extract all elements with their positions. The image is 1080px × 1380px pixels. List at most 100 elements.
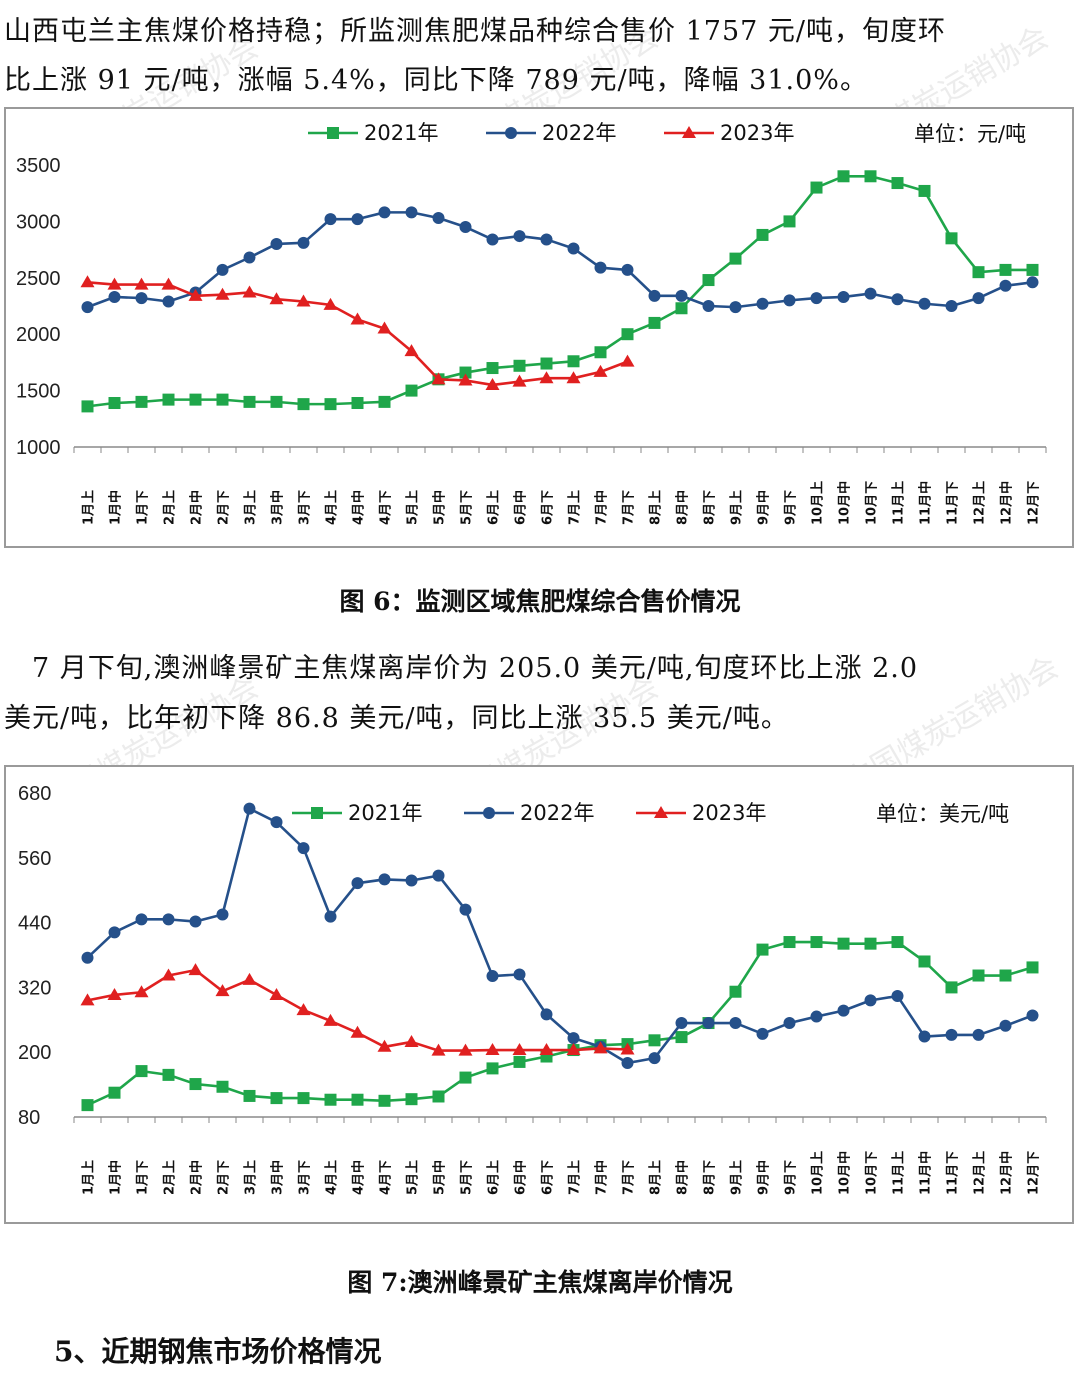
data-point (107, 987, 122, 1000)
data-point (837, 937, 850, 950)
legend-marker (311, 807, 323, 819)
y-tick-label: 1000 (16, 437, 61, 459)
data-point (756, 228, 769, 241)
x-tick-label: 7月下 (622, 490, 637, 525)
x-tick-label-group: 1月上 (82, 490, 97, 525)
data-point (459, 903, 472, 916)
paragraph-line: 山西屯兰主焦煤价格持稳；所监测焦肥煤品种综合售价 1757 元/吨，旬度环 (4, 16, 946, 47)
data-point (702, 300, 715, 312)
data-point (648, 1034, 661, 1047)
data-point (162, 393, 175, 406)
data-point (567, 1032, 580, 1045)
x-tick-label: 6月下 (541, 1160, 556, 1195)
data-point (999, 969, 1012, 982)
x-tick-label-group: 3月上 (244, 490, 259, 525)
x-tick-label-group: 10月中 (837, 481, 853, 525)
x-tick-label-group: 9月上 (730, 1160, 745, 1195)
data-point (621, 1057, 634, 1069)
data-point (648, 316, 661, 329)
x-tick-label-group: 10月中 (837, 1151, 853, 1195)
x-tick-label-group: 7月下 (622, 1160, 637, 1195)
x-tick-label-group: 11月下 (946, 481, 961, 525)
data-point (1026, 263, 1039, 276)
x-tick-label: 3月中 (270, 490, 286, 525)
paragraph-line: 美元/吨，比年初下降 86.8 美元/吨，同比上涨 35.5 美元/吨。 (4, 703, 789, 734)
data-point (648, 289, 661, 302)
data-point (729, 1017, 742, 1030)
data-point (810, 1010, 823, 1023)
data-point (135, 913, 148, 926)
data-point (162, 295, 175, 308)
data-point (80, 275, 95, 288)
data-point (918, 955, 931, 968)
data-point (539, 371, 554, 384)
x-tick-label-group: 1月中 (108, 490, 124, 525)
x-tick-label-group: 5月中 (432, 1160, 448, 1195)
data-point (567, 242, 580, 255)
data-point (540, 357, 553, 370)
x-tick-label: 6月下 (541, 490, 556, 525)
data-point (405, 384, 418, 397)
x-tick-label: 12月下 (1027, 1151, 1042, 1195)
x-tick-label-group: 12月下 (1027, 481, 1042, 525)
x-tick-label: 5月下 (460, 490, 475, 525)
y-tick-label: 2500 (16, 268, 61, 290)
data-point (377, 321, 392, 334)
data-point (1026, 961, 1039, 974)
data-point (296, 1003, 311, 1016)
x-tick-label-group: 8月下 (703, 490, 718, 525)
x-tick-label: 2月中 (189, 490, 205, 525)
data-point (107, 277, 122, 290)
x-tick-label-group: 8月中 (675, 1160, 691, 1195)
data-point (567, 355, 580, 368)
x-tick-label: 3月下 (298, 1160, 313, 1195)
unit-label: 单位：美元/吨 (876, 802, 1009, 826)
x-tick-label-group: 11月下 (946, 1151, 961, 1195)
data-point (404, 344, 419, 357)
x-tick-label: 9月上 (730, 1160, 745, 1195)
data-point (351, 1093, 364, 1106)
x-tick-label: 2月下 (217, 1160, 232, 1195)
x-tick-label: 4月上 (325, 490, 340, 525)
data-point (675, 289, 688, 302)
legend-label: 2022年 (520, 801, 594, 825)
data-point (324, 1093, 337, 1106)
legend-label: 2023年 (692, 801, 766, 825)
data-point (243, 1089, 256, 1102)
data-point (81, 1099, 94, 1112)
x-tick-label: 5月中 (432, 490, 448, 525)
x-tick-label: 4月下 (379, 490, 394, 525)
x-tick-label: 11月中 (918, 481, 934, 525)
data-point (999, 1019, 1012, 1032)
data-point (135, 395, 148, 408)
x-tick-label: 7月中 (594, 490, 610, 525)
data-point (594, 261, 607, 274)
data-point (135, 1065, 148, 1078)
data-point (432, 869, 445, 882)
data-point (297, 1092, 310, 1105)
data-point (621, 263, 634, 276)
data-point (837, 170, 850, 183)
x-tick-label-group: 9月中 (756, 1160, 772, 1195)
x-tick-label: 3月上 (244, 1160, 259, 1195)
data-point (972, 1028, 985, 1041)
data-point (297, 842, 310, 855)
x-tick-label-group: 12月上 (973, 1151, 988, 1195)
data-point (81, 400, 94, 413)
data-point (243, 802, 256, 815)
data-point (783, 294, 796, 307)
x-tick-label-group: 6月中 (513, 1160, 529, 1195)
x-tick-label: 2月中 (189, 1160, 205, 1195)
data-point (188, 288, 203, 301)
data-point (540, 233, 553, 246)
series-line-2021年 (87, 174, 1033, 408)
data-point (513, 359, 526, 372)
x-tick-label-group: 6月下 (541, 490, 556, 525)
x-tick-label: 4月中 (351, 490, 367, 525)
x-tick-label-group: 8月下 (703, 1160, 718, 1195)
x-tick-label: 9月下 (784, 490, 799, 525)
data-point (323, 297, 338, 310)
x-tick-label-group: 11月中 (918, 1151, 934, 1195)
data-point (621, 328, 634, 341)
x-tick-label: 5月下 (460, 1160, 475, 1195)
